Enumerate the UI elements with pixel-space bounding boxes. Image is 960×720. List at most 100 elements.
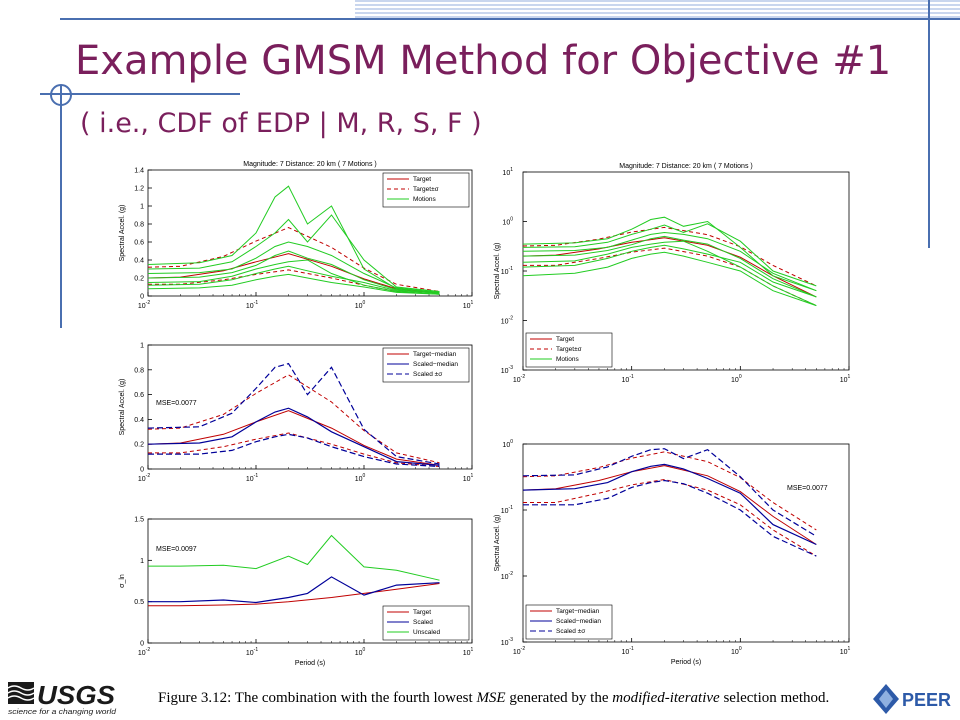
legend-label: Target−median bbox=[413, 351, 457, 358]
x-tick-label: 101 bbox=[463, 473, 474, 483]
y-tick-label: 0.4 bbox=[134, 258, 144, 265]
y-axis-label: Spectral Accel. (g) bbox=[119, 205, 126, 262]
legend: Target Target±σ Motions bbox=[382, 172, 470, 208]
legend-label: Target−median bbox=[556, 608, 600, 615]
x-tick-label: 10-2 bbox=[138, 647, 150, 657]
legend-label: Scaled ±σ bbox=[556, 628, 585, 635]
legend-label: Target bbox=[413, 176, 431, 183]
frame-line-right bbox=[928, 0, 930, 248]
series-line-target bbox=[522, 465, 817, 545]
x-tick-label: 10-2 bbox=[138, 473, 150, 483]
caption-mse: MSE bbox=[476, 690, 506, 706]
usgs-wordmark: USGS bbox=[37, 680, 116, 710]
series-line-motion bbox=[522, 223, 817, 287]
y-tick-label: 10-2 bbox=[501, 316, 513, 326]
series-line-scaledband bbox=[523, 479, 817, 557]
series-line-motion bbox=[522, 251, 817, 307]
y-tick-label: 10-1 bbox=[501, 266, 513, 276]
y-tick-label: 0.2 bbox=[134, 442, 144, 449]
x-axis-label: Period (s) bbox=[295, 660, 325, 667]
y-tick-label: 0.5 bbox=[134, 599, 144, 606]
legend-label: Scaled−median bbox=[556, 618, 601, 625]
peer-wordmark: PEER bbox=[902, 690, 951, 710]
plot-area bbox=[522, 171, 850, 371]
legend-label: Target±σ bbox=[556, 346, 582, 353]
figure-caption: Figure 3.12: The combination with the fo… bbox=[158, 690, 829, 707]
usgs-tagline: science for a changing world bbox=[8, 709, 117, 716]
y-tick-label: 0 bbox=[140, 467, 144, 474]
chart-title: Magnitude: 7 Distance: 20 km ( 7 Motions… bbox=[243, 161, 376, 168]
x-tick-label: 101 bbox=[840, 646, 851, 656]
chart-panel-e: 10-2 10-1 100 101 0 0.5 1 1.5 σ_ln Period (s) MSE=… bbox=[119, 517, 474, 668]
x-tick-label: 100 bbox=[355, 473, 366, 483]
frame-line-mid bbox=[40, 93, 240, 95]
legend: Target−median Scaled−median Scaled ±σ bbox=[382, 347, 470, 383]
x-tick-label: 101 bbox=[463, 300, 474, 310]
series-line-motion bbox=[147, 265, 440, 294]
series-line-motion bbox=[147, 250, 440, 294]
legend-label: Target±σ bbox=[413, 186, 439, 193]
y-tick-label: 0.4 bbox=[134, 417, 144, 424]
usgs-wave-mark bbox=[7, 682, 35, 704]
y-axis-label: Spectral Accel. (g) bbox=[494, 515, 501, 572]
series-line-band bbox=[522, 226, 817, 287]
y-tick-label: 0.6 bbox=[134, 392, 144, 399]
series-line-scaled bbox=[148, 576, 440, 604]
series-line-band bbox=[522, 451, 817, 531]
usgs-logo: USGS science for a changing world bbox=[7, 680, 117, 716]
legend-label: Target bbox=[413, 609, 431, 616]
series-line-scaledband bbox=[147, 362, 440, 465]
y-tick-label: 0 bbox=[140, 294, 144, 301]
series-line-target bbox=[522, 237, 817, 298]
y-tick-label: 1.2 bbox=[134, 186, 144, 193]
y-tick-label: 10-3 bbox=[501, 365, 513, 375]
slide-title: Example GMSM Method for Objective #1 bbox=[75, 38, 892, 84]
x-tick-label: 10-1 bbox=[246, 647, 258, 657]
y-tick-label: 0.8 bbox=[134, 367, 144, 374]
series-line-motion bbox=[147, 259, 440, 295]
series-line-motion bbox=[147, 241, 440, 293]
x-tick-label: 101 bbox=[463, 647, 474, 657]
corner-circle bbox=[50, 84, 72, 106]
x-tick-label: 100 bbox=[731, 374, 742, 384]
y-tick-label: 0.2 bbox=[134, 276, 144, 283]
y-tick-label: 10-3 bbox=[501, 637, 513, 647]
y-tick-label: 1.5 bbox=[134, 517, 144, 524]
legend-label: Target bbox=[556, 336, 574, 343]
legend-label: Unscaled bbox=[413, 629, 440, 636]
y-tick-label: 10-1 bbox=[501, 505, 513, 515]
x-tick-label: 10-1 bbox=[622, 646, 634, 656]
series-line-scaledband bbox=[148, 433, 440, 468]
caption-text-3: selection method. bbox=[719, 690, 830, 706]
legend: Target−median Scaled−median Scaled ±σ bbox=[525, 604, 613, 640]
series-line-target bbox=[147, 410, 440, 466]
x-tick-label: 100 bbox=[355, 647, 366, 657]
x-tick-label: 10-2 bbox=[138, 300, 150, 310]
peer-diamond-icon bbox=[873, 684, 899, 714]
caption-text-2: generated by the bbox=[505, 690, 613, 706]
legend: Target Target±σ Motions bbox=[525, 332, 613, 368]
legend-label: Scaled−median bbox=[413, 361, 458, 368]
mse-annotation: MSE=0.0077 bbox=[156, 400, 197, 407]
caption-method: modified-iterative bbox=[612, 690, 720, 706]
series-line-target bbox=[148, 583, 440, 607]
series-line-scaled bbox=[147, 407, 440, 466]
x-axis-label: Period (s) bbox=[671, 659, 701, 666]
series-line-motion bbox=[147, 185, 440, 293]
x-tick-label: 10-1 bbox=[622, 374, 634, 384]
legend-label: Scaled ±σ bbox=[413, 371, 442, 378]
mse-annotation: MSE=0.0077 bbox=[787, 485, 828, 492]
series-line-motion bbox=[522, 240, 817, 307]
y-tick-label: 100 bbox=[502, 439, 513, 449]
frame-line-left bbox=[60, 85, 62, 328]
y-tick-label: 1 bbox=[140, 204, 144, 211]
y-tick-label: 0.6 bbox=[134, 240, 144, 247]
y-axis-label: Spectral Accel. (g) bbox=[494, 243, 501, 300]
x-tick-label: 10-2 bbox=[513, 374, 525, 384]
series-line-motion bbox=[522, 244, 817, 298]
y-tick-label: 0 bbox=[140, 641, 144, 648]
y-axis-label: σ_ln bbox=[119, 574, 126, 588]
legend: Target Scaled Unscaled bbox=[382, 605, 470, 641]
